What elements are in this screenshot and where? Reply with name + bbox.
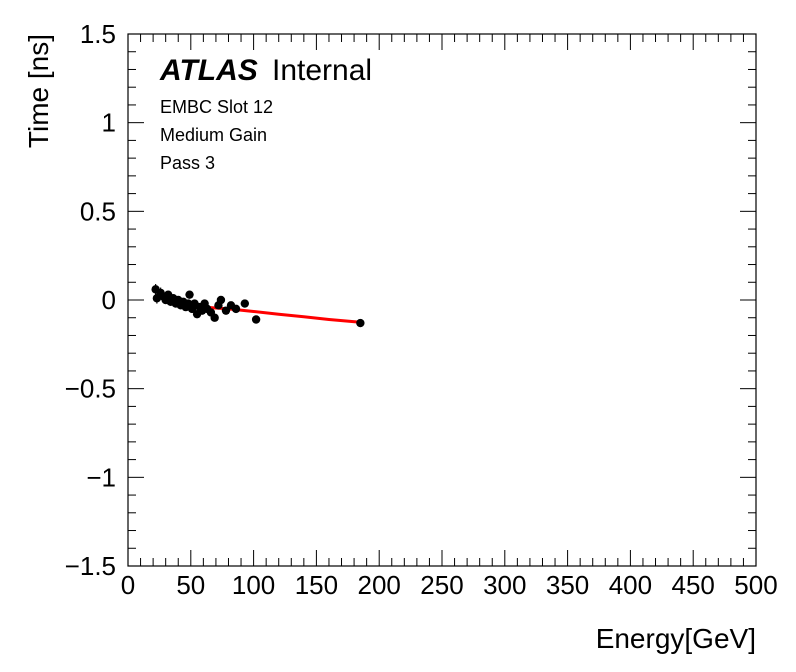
data-marker xyxy=(251,315,261,324)
atlas-label: ATLAS xyxy=(159,54,258,87)
x-tick-label: 0 xyxy=(121,570,135,600)
data-point xyxy=(251,315,261,324)
y-tick-label: −0.5 xyxy=(65,374,116,404)
data-marker xyxy=(210,313,219,322)
y-tick-label: −1 xyxy=(86,462,116,492)
x-tick-label: 300 xyxy=(483,570,526,600)
data-marker xyxy=(185,290,194,299)
x-tick-labels: 0 50 100 150 200 250 300 350 400 450 500 xyxy=(121,570,778,600)
y-tick-labels: −1.5 −1 −0.5 0 0.5 1 1.5 xyxy=(65,19,116,581)
data-marker xyxy=(356,318,365,328)
data-point xyxy=(216,295,226,305)
x-tick-label: 150 xyxy=(295,570,338,600)
data-marker xyxy=(231,304,241,314)
y-tick-label: 0.5 xyxy=(80,196,116,226)
x-axis-title: Energy[GeV] xyxy=(596,623,756,654)
annotation-line-3: Pass 3 xyxy=(160,153,215,173)
y-tick-label: 1 xyxy=(102,108,116,138)
y-tick-label: 1.5 xyxy=(80,19,116,49)
x-tick-label: 350 xyxy=(546,570,589,600)
data-point xyxy=(221,306,231,315)
y-axis-title: Time [ns] xyxy=(23,34,54,148)
x-tick-label: 200 xyxy=(358,570,401,600)
y-tick-label: 0 xyxy=(102,285,116,315)
data-point xyxy=(210,313,219,322)
data-point xyxy=(231,304,241,314)
data-points-layer xyxy=(151,284,365,328)
x-tick-label: 250 xyxy=(420,570,463,600)
atlas-status-label: Internal xyxy=(272,54,372,87)
data-point xyxy=(356,318,365,328)
data-point xyxy=(185,290,194,299)
y-tick-label: −1.5 xyxy=(65,551,116,581)
x-tick-label: 400 xyxy=(609,570,652,600)
x-tick-label: 500 xyxy=(734,570,777,600)
data-marker xyxy=(240,299,250,308)
x-tick-label: 100 xyxy=(232,570,275,600)
annotation-line-2: Medium Gain xyxy=(160,125,267,145)
data-marker xyxy=(216,295,226,305)
data-point xyxy=(240,299,250,308)
annotation-line-1: EMBC Slot 12 xyxy=(160,97,273,117)
x-tick-label: 450 xyxy=(672,570,715,600)
data-marker xyxy=(221,306,231,315)
x-tick-label: 50 xyxy=(176,570,205,600)
axis-ticks xyxy=(127,33,757,567)
